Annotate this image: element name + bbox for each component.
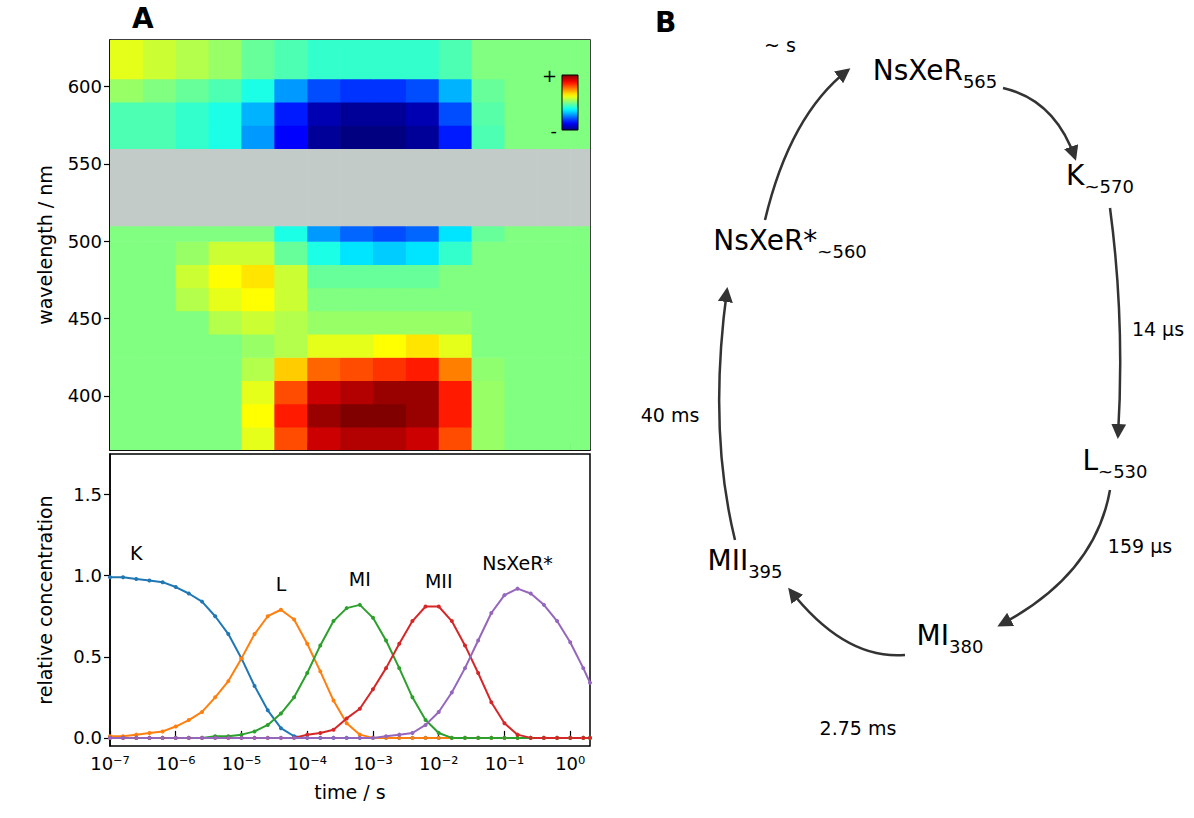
svg-text:0.0: 0.0 (73, 727, 102, 748)
svg-text:500: 500 (68, 231, 102, 252)
svg-text:K~570: K~570 (1066, 159, 1134, 197)
svg-text:-: - (551, 120, 558, 141)
svg-text:159 µs: 159 µs (1108, 535, 1172, 557)
svg-text:MI380: MI380 (917, 619, 984, 657)
svg-text:0.5: 0.5 (73, 646, 102, 667)
svg-text:40 ms: 40 ms (641, 404, 700, 426)
svg-text:10⁻³: 10⁻³ (353, 753, 393, 774)
svg-text:time / s: time / s (314, 781, 385, 803)
svg-text:NsXeR*: NsXeR* (482, 552, 553, 574)
svg-text:10⁻⁵: 10⁻⁵ (222, 753, 262, 774)
svg-text:2.75 ms: 2.75 ms (820, 717, 897, 739)
svg-text:NsXeR565: NsXeR565 (873, 54, 998, 92)
svg-text:10⁰: 10⁰ (555, 753, 585, 774)
svg-text:450: 450 (68, 308, 102, 329)
svg-text:14 µs: 14 µs (1132, 318, 1184, 340)
svg-text:400: 400 (68, 385, 102, 406)
svg-text:10⁻⁴: 10⁻⁴ (287, 753, 327, 774)
svg-text:MII395: MII395 (707, 544, 782, 582)
svg-text:10⁻⁶: 10⁻⁶ (156, 753, 196, 774)
svg-text:550: 550 (68, 153, 102, 174)
svg-text:K: K (130, 542, 143, 564)
svg-text:A: A (132, 2, 154, 35)
svg-text:~ s: ~ s (764, 34, 796, 56)
svg-text:NsXeR*~560: NsXeR*~560 (713, 224, 867, 262)
svg-text:10⁻²: 10⁻² (419, 753, 459, 774)
svg-text:MII: MII (425, 570, 453, 592)
svg-text:L: L (276, 573, 287, 595)
svg-text:1.0: 1.0 (73, 565, 102, 586)
svg-text:B: B (655, 6, 676, 39)
svg-text:10⁻¹: 10⁻¹ (485, 753, 525, 774)
svg-text:600: 600 (68, 76, 102, 97)
svg-text:relative concentration: relative concentration (34, 495, 56, 704)
svg-text:1.5: 1.5 (73, 484, 102, 505)
svg-text:MI: MI (349, 568, 371, 590)
svg-text:wavelength / nm: wavelength / nm (34, 165, 56, 325)
svg-text:+: + (542, 65, 557, 86)
svg-text:10⁻⁷: 10⁻⁷ (90, 753, 130, 774)
svg-text:L~530: L~530 (1082, 444, 1147, 482)
